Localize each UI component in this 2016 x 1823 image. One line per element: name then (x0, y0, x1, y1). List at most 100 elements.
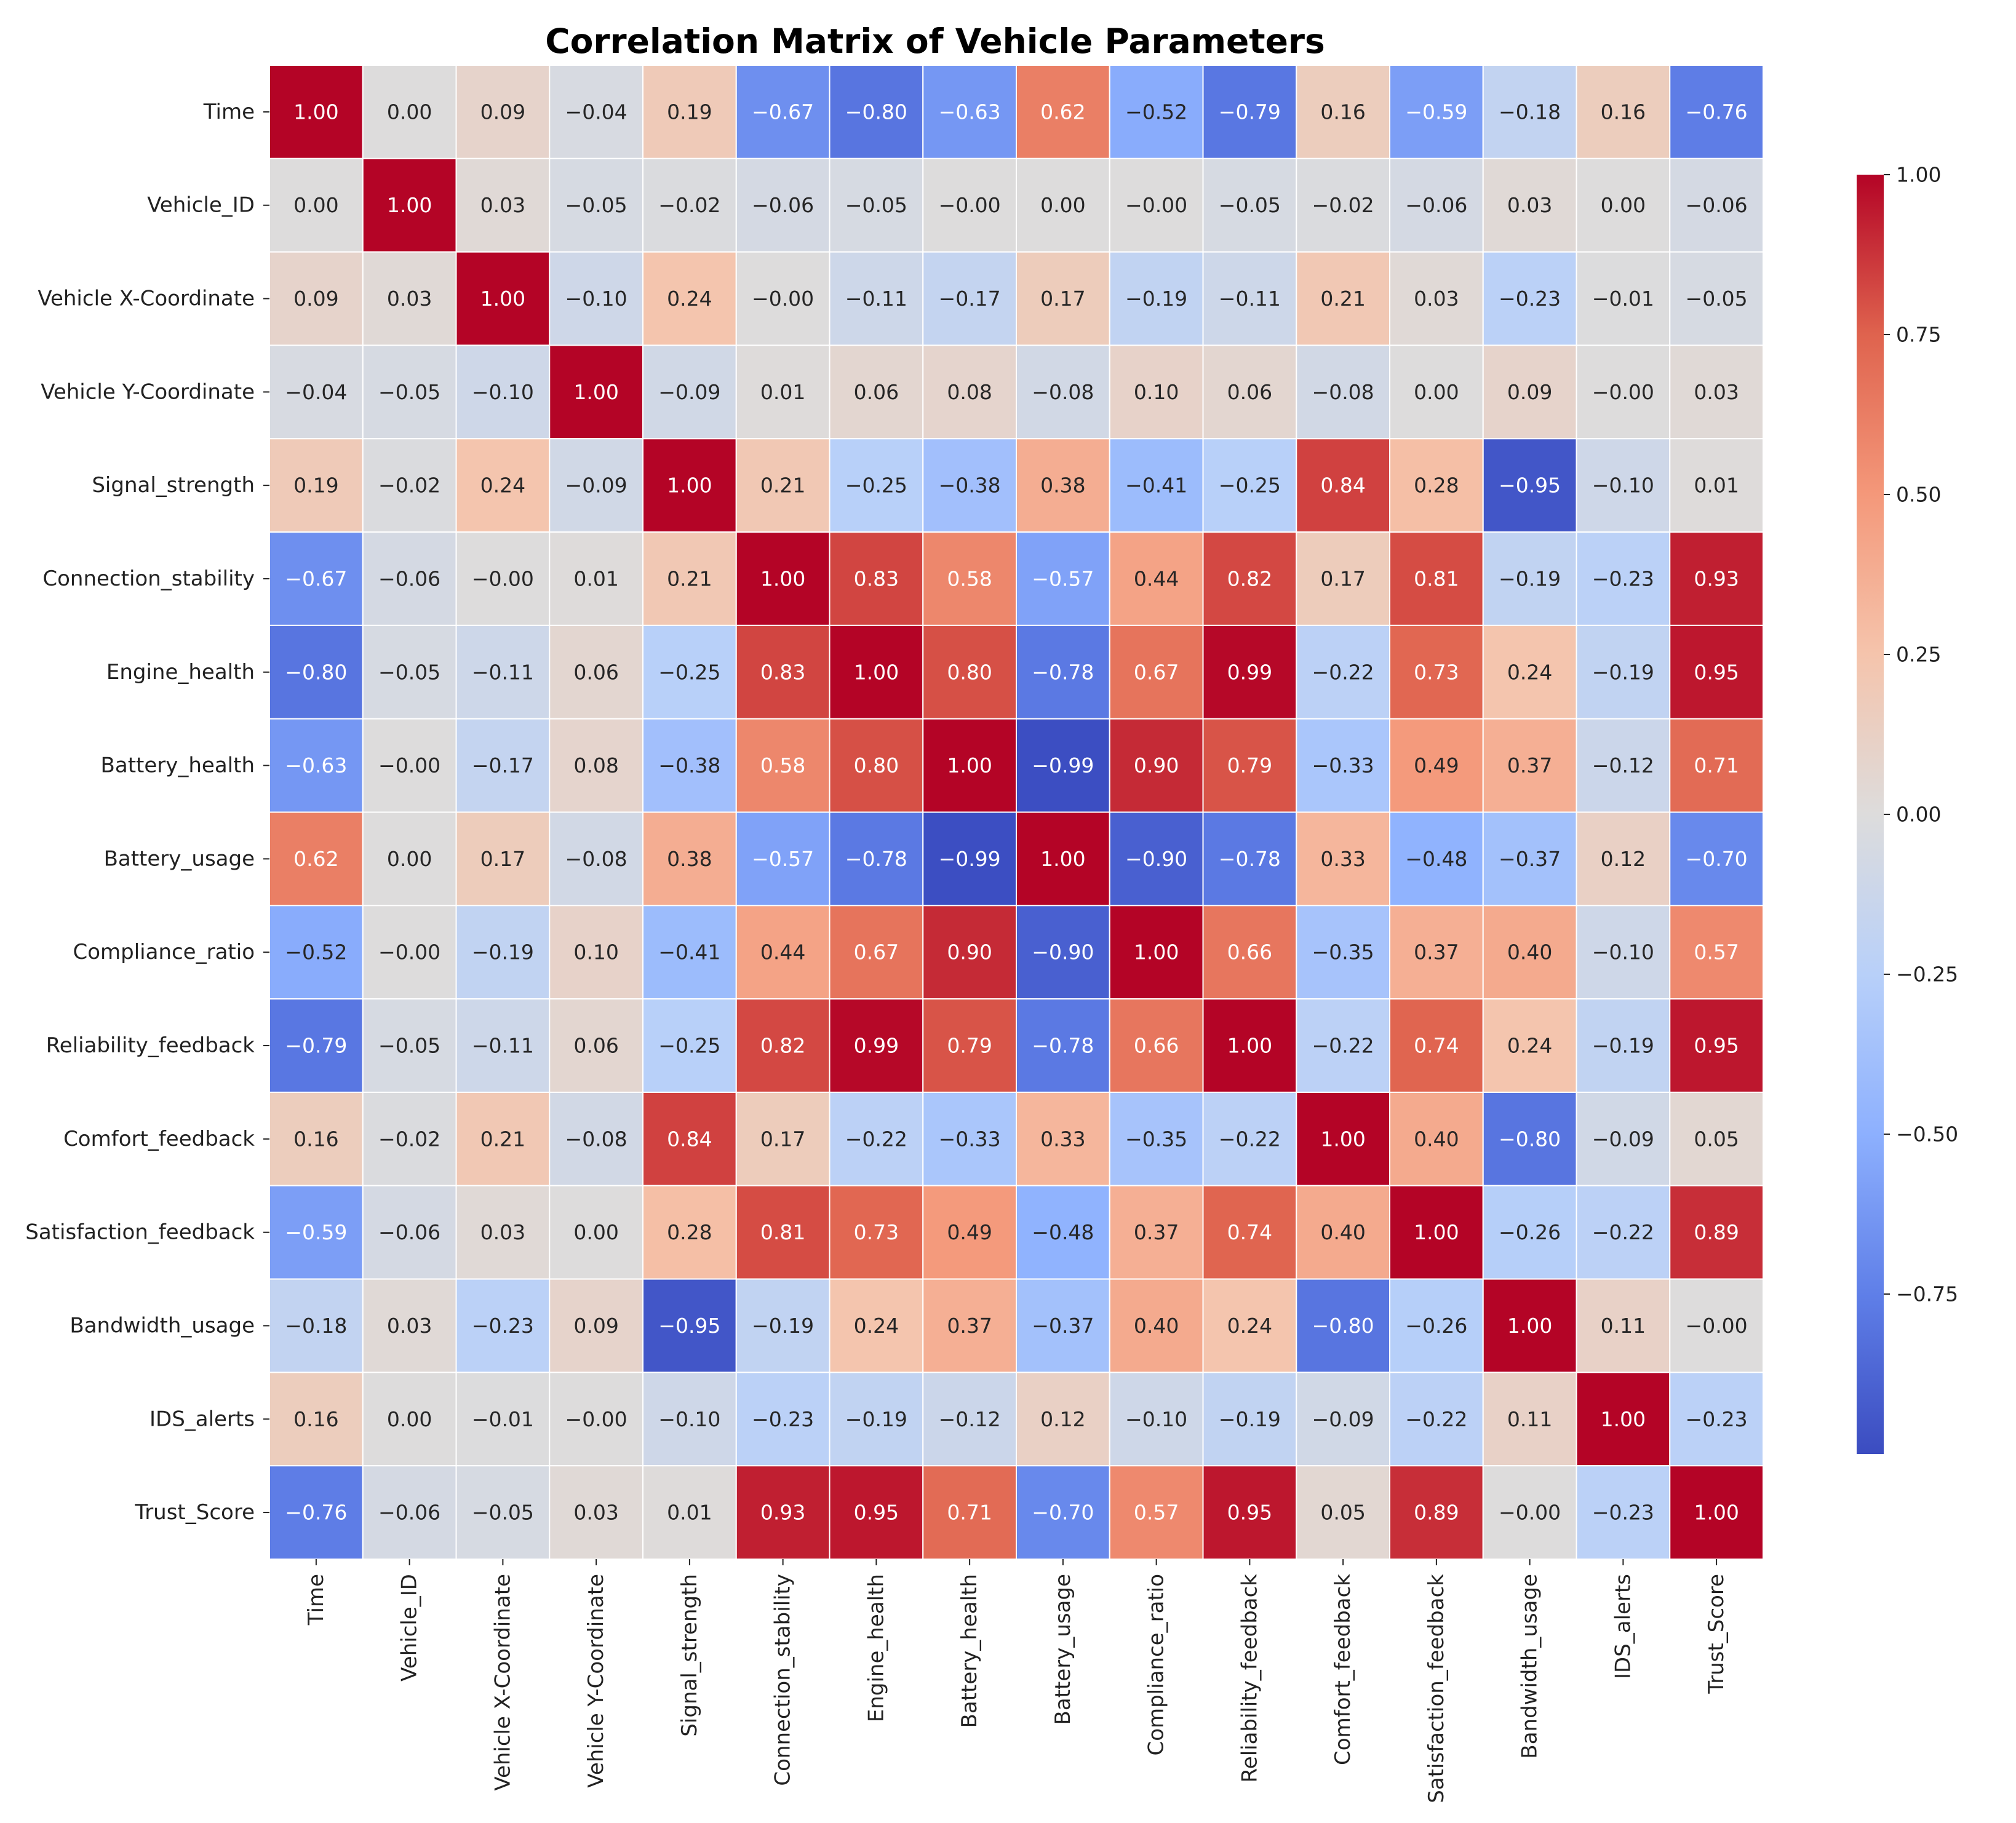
cell-value-label: 0.11 (1507, 1407, 1552, 1431)
heatmap-cell-engine-health-x-vehicle-y-coordinate (549, 624, 643, 720)
heatmap-cell-battery-health-x-vehicle-y-coordinate (549, 718, 643, 813)
heatmap-cell-ids-alerts-x-satisfaction-feedback (1389, 1372, 1484, 1467)
heatmap-cell-connection-stability-x-vehicle-x-coordinate (455, 531, 551, 626)
heatmap-cell-vehicle-id-x-reliability-feedback (1202, 157, 1297, 253)
heatmap-cell-reliability-feedback-x-vehicle-x-coordinate (455, 998, 551, 1093)
cell-value-label: −0.09 (1312, 1407, 1374, 1431)
cell-value-label: −0.00 (1125, 193, 1187, 217)
cell-value-label: 0.24 (854, 1314, 899, 1338)
cell-value-label: 0.73 (854, 1220, 899, 1244)
heatmap-cell-time-x-comfort-feedback (1296, 65, 1390, 159)
cell-value-label: 0.79 (947, 1034, 992, 1058)
heatmap-cell-connection-stability-x-vehicle-id (362, 531, 457, 626)
cell-value-label: 0.00 (1601, 193, 1646, 217)
heatmap-cell-vehicle-x-coordinate-x-connection-stability (735, 251, 831, 346)
cell-value-label: 0.06 (573, 1034, 618, 1058)
cell-value-label: 0.73 (1414, 660, 1459, 684)
cell-value-label: −0.38 (939, 474, 1001, 498)
cell-value-label: −0.52 (1125, 100, 1187, 124)
cell-value-label: 0.09 (480, 100, 525, 124)
cell-value-label: −0.52 (285, 940, 347, 964)
cell-value-label: −0.19 (1592, 1034, 1654, 1058)
colorbar-tick-label: 1.00 (1896, 163, 1941, 187)
heatmap-cell-engine-health-x-trust-score (1669, 624, 1764, 720)
heatmap-cell-battery-usage-x-trust-score (1669, 811, 1764, 907)
heatmap-cell-reliability-feedback-x-vehicle-id (362, 998, 457, 1093)
cell-value-label: −0.00 (472, 566, 534, 590)
cell-value-label: −0.00 (378, 940, 440, 964)
heatmap-cell-bandwidth-usage-x-connection-stability (735, 1278, 831, 1373)
heatmap-cell-trust-score-x-vehicle-y-coordinate (549, 1465, 643, 1560)
heatmap-cell-battery-health-x-engine-health (829, 718, 924, 813)
heatmap-cell-bandwidth-usage-x-vehicle-x-coordinate (455, 1278, 551, 1373)
heatmap-cell-battery-usage-x-connection-stability (735, 811, 831, 907)
cell-value-label: 0.99 (854, 1034, 899, 1058)
cell-value-label: −0.10 (1592, 940, 1654, 964)
heatmap-cell-vehicle-x-coordinate-x-trust-score (1669, 251, 1764, 346)
heatmap-cell-ids-alerts-x-compliance-ratio (1109, 1372, 1204, 1467)
heatmap-cell-ids-alerts-x-reliability-feedback (1202, 1372, 1297, 1467)
cell-value-label: 0.90 (947, 940, 992, 964)
cell-value-label: 0.40 (1507, 940, 1552, 964)
cell-value-label: 0.38 (667, 847, 712, 871)
heatmap-cell-vehicle-y-coordinate-x-time (269, 344, 364, 440)
cell-value-label: −0.06 (378, 1501, 440, 1525)
cell-value-label: −0.22 (1312, 660, 1374, 684)
heatmap-cell-satisfaction-feedback-x-vehicle-id (362, 1185, 457, 1280)
heatmap-cell-time-x-satisfaction-feedback (1389, 65, 1484, 159)
cell-value-label: −0.63 (285, 753, 347, 777)
cell-value-label: −0.01 (1592, 287, 1654, 311)
row-label-time: Time (203, 100, 255, 124)
cell-value-label: 0.09 (1507, 380, 1552, 404)
heatmap-cell-vehicle-id-x-vehicle-y-coordinate (549, 157, 643, 253)
row-label-battery-usage: Battery_usage (104, 846, 255, 871)
heatmap-cell-satisfaction-feedback-x-ids-alerts (1576, 1185, 1671, 1280)
heatmap-cell-time-x-connection-stability (735, 65, 831, 159)
cell-value-label: 1.00 (1507, 1314, 1552, 1338)
cell-value-label: −0.17 (472, 753, 534, 777)
cell-value-label: 0.83 (854, 566, 899, 590)
heatmap-cell-battery-health-x-ids-alerts (1576, 718, 1671, 813)
heatmap-cell-connection-stability-x-engine-health (829, 531, 924, 626)
heatmap-cell-battery-health-x-battery-health (922, 718, 1017, 813)
heatmap-cell-engine-health-x-vehicle-id (362, 624, 457, 720)
cell-value-label: 0.05 (1694, 1127, 1739, 1151)
cell-value-label: −0.78 (845, 847, 907, 871)
heatmap-cell-trust-score-x-engine-health (829, 1465, 924, 1560)
colorbar-tick-label: −0.75 (1896, 1282, 1958, 1306)
cell-value-label: 0.82 (1227, 566, 1272, 590)
cell-value-label: 1.00 (1601, 1407, 1646, 1431)
heatmap-cell-trust-score-x-ids-alerts (1576, 1465, 1671, 1560)
cell-value-label: 0.03 (1507, 193, 1552, 217)
cell-value-label: −0.22 (1405, 1407, 1467, 1431)
heatmap-cell-battery-health-x-connection-stability (735, 718, 831, 813)
cell-value-label: 0.00 (387, 100, 432, 124)
column-label-vehicle-y-coordinate: Vehicle Y-Coordinate (584, 1574, 608, 1788)
heatmap-cell-compliance-ratio-x-compliance-ratio (1109, 905, 1204, 1000)
cell-value-label: −0.19 (472, 940, 534, 964)
cell-value-label: 0.44 (760, 940, 805, 964)
heatmap-cell-battery-health-x-battery-usage (1016, 718, 1110, 813)
heatmap-cell-satisfaction-feedback-x-comfort-feedback (1296, 1185, 1390, 1280)
cell-value-label: −0.79 (285, 1034, 347, 1058)
heatmap-cell-signal-strength-x-vehicle-id (362, 438, 457, 533)
cell-value-label: 0.16 (1601, 100, 1646, 124)
cell-value-label: −0.76 (1686, 100, 1748, 124)
row-label-compliance-ratio: Compliance_ratio (73, 940, 255, 964)
column-label-vehicle-id: Vehicle_ID (397, 1574, 422, 1682)
cell-value-label: 0.21 (1320, 287, 1365, 311)
heatmap-cell-engine-health-x-reliability-feedback (1202, 624, 1297, 720)
heatmap-cell-reliability-feedback-x-engine-health (829, 998, 924, 1093)
cell-value-label: −0.25 (1219, 474, 1281, 498)
cell-value-label: 0.84 (667, 1127, 712, 1151)
cell-value-label: 0.16 (293, 1127, 338, 1151)
cell-value-label: 0.28 (667, 1220, 712, 1244)
cell-value-label: −0.05 (845, 193, 907, 217)
cell-value-label: 0.37 (1134, 1220, 1179, 1244)
row-label-vehicle-id: Vehicle_ID (147, 193, 255, 218)
cell-value-label: 0.00 (1040, 193, 1085, 217)
cell-value-label: −0.10 (565, 287, 628, 311)
heatmap-cell-compliance-ratio-x-signal-strength (642, 905, 737, 1000)
heatmap-cell-signal-strength-x-battery-usage (1016, 438, 1110, 533)
heatmap-cell-ids-alerts-x-vehicle-id (362, 1372, 457, 1467)
